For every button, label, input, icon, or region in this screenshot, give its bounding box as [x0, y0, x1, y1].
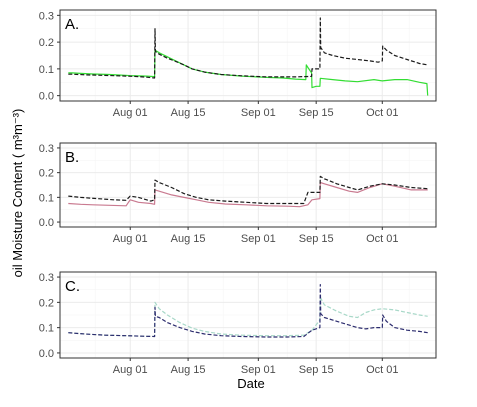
y-tick-label: 0.3: [39, 10, 54, 22]
x-tick-label: Sep 15: [299, 107, 334, 119]
series-line-1: [68, 49, 429, 96]
y-tick-label: 0.1: [39, 323, 54, 335]
y-tick-label: 0.0: [39, 91, 54, 103]
y-tick-label: 0.1: [39, 64, 54, 76]
y-tick-label: 0.2: [39, 37, 54, 49]
y-tick-label: 0.1: [39, 192, 54, 204]
y-tick-label: 0.0: [39, 217, 54, 229]
y-tick-label: 0.2: [39, 168, 54, 180]
y-axis-title: oil Moisture Content ( m³m⁻³): [10, 109, 25, 278]
y-tick-label: 0.2: [39, 297, 54, 309]
x-tick-label: Aug 01: [113, 107, 148, 119]
y-tick-label: 0.3: [39, 272, 54, 284]
x-tick-label: Sep 01: [241, 233, 276, 245]
x-tick-label: Aug 01: [113, 233, 148, 245]
x-tick-label: Sep 15: [299, 233, 334, 245]
x-tick-label: Oct 01: [366, 364, 398, 376]
panel-label: B.: [65, 149, 79, 166]
panel-2: 0.0 0.1 0.2 0.3 Aug 01 Aug 15 Sep 01 Sep 15 Oct …: [39, 142, 437, 245]
x-tick-label: Aug 15: [171, 364, 206, 376]
x-tick-label: Aug 15: [171, 107, 206, 119]
y-tick-label: 0.0: [39, 348, 54, 360]
x-tick-label: Sep 15: [299, 364, 334, 376]
x-tick-label: Oct 01: [366, 233, 398, 245]
y-tick-label: 0.3: [39, 143, 54, 155]
x-tick-label: Sep 01: [241, 107, 276, 119]
x-tick-label: Aug 15: [171, 233, 206, 245]
panel-frame: [59, 142, 437, 228]
panel-label: C.: [65, 278, 80, 295]
series-line-1: [68, 181, 428, 208]
panel-frame: [59, 271, 437, 359]
x-tick-label: Sep 01: [241, 364, 276, 376]
x-axis-title: Date: [237, 376, 264, 391]
series-line-2: [68, 17, 428, 79]
x-tick-label: Oct 01: [366, 107, 398, 119]
series-line-2: [68, 284, 428, 338]
panel-frame: [59, 9, 437, 102]
panel-1: 0.0 0.1 0.2 0.3 Aug 01 Aug 15 Sep 01 Sep 15 Oct …: [39, 9, 437, 119]
x-tick-label: Aug 01: [113, 364, 148, 376]
series-line-2: [68, 175, 428, 205]
panel-label: A.: [65, 16, 79, 33]
panel-3: 0.0 0.1 0.2 0.3 Aug 01 Aug 15 Sep 01 Sep 15 Oct …: [39, 271, 437, 376]
